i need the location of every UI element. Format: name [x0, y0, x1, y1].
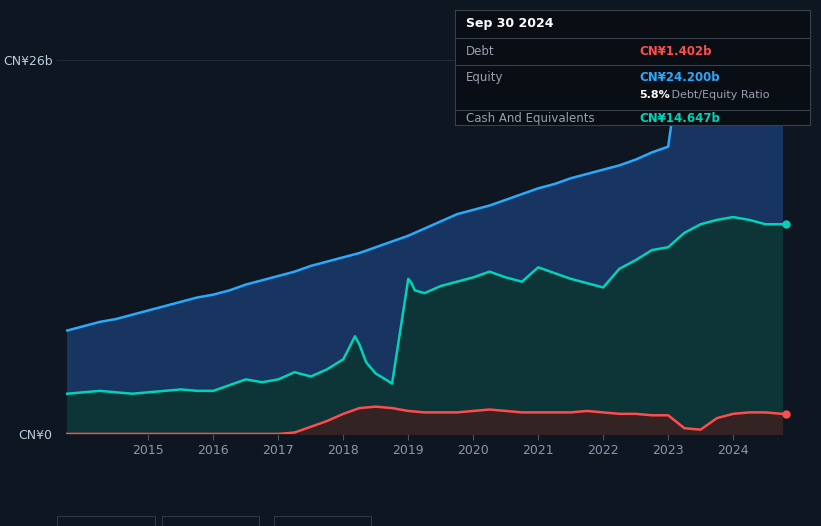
Text: CN¥24.200b: CN¥24.200b: [640, 72, 720, 84]
Text: Equity: Equity: [466, 72, 503, 84]
Text: Cash And Equivalents: Cash And Equivalents: [466, 112, 594, 125]
FancyBboxPatch shape: [162, 516, 259, 526]
FancyBboxPatch shape: [274, 516, 371, 526]
FancyBboxPatch shape: [57, 516, 154, 526]
Text: Debt: Debt: [466, 45, 494, 58]
Text: 5.8%: 5.8%: [640, 90, 671, 100]
Text: CN¥14.647b: CN¥14.647b: [640, 112, 721, 125]
Text: Debt/Equity Ratio: Debt/Equity Ratio: [668, 90, 769, 100]
Text: CN¥1.402b: CN¥1.402b: [640, 45, 712, 58]
Text: Sep 30 2024: Sep 30 2024: [466, 17, 553, 31]
